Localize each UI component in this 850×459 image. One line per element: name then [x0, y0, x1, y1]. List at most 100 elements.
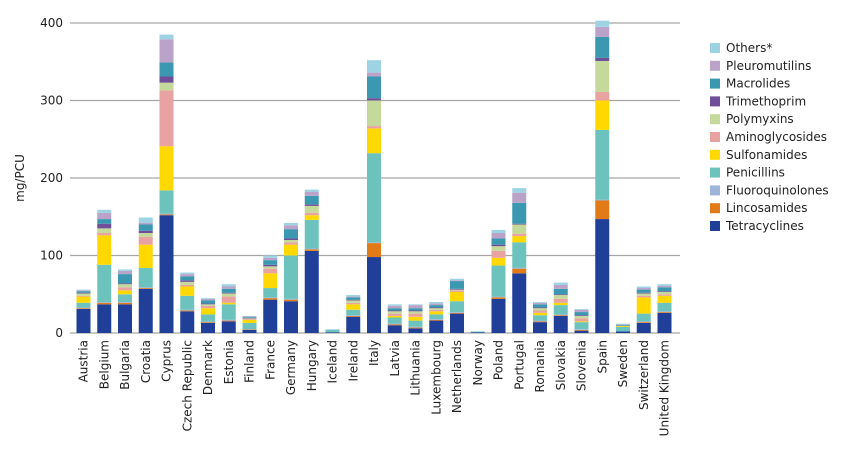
bar-segment [159, 90, 174, 147]
bar-segment [263, 273, 278, 289]
bar-segment [159, 190, 174, 214]
category-label: Sweden [616, 340, 630, 387]
bar-segment [574, 322, 589, 330]
bar-segment [595, 26, 610, 37]
bar-segment [76, 307, 91, 309]
legend-label: Aminoglycosides [726, 130, 827, 144]
bar-segment [408, 305, 423, 309]
bar-segment [512, 202, 527, 224]
bar-segment [636, 322, 651, 323]
bar-segment [284, 229, 298, 239]
bar-segment [97, 302, 112, 303]
bar-segment [657, 284, 672, 286]
bar-segment [450, 290, 464, 292]
legend-label: Polymyxins [726, 112, 794, 126]
bar-segment [76, 296, 91, 303]
bar-segment [284, 238, 298, 240]
bar-segment [574, 329, 589, 331]
bar-segment [242, 329, 257, 333]
bar-segment [512, 268, 527, 274]
bar-segment [595, 91, 610, 101]
bar-segment [138, 288, 153, 333]
bar-segment [574, 329, 589, 330]
bar-segment [242, 315, 257, 317]
bar-segment [429, 314, 444, 320]
bar-segment [97, 219, 112, 224]
bar-segment [325, 329, 340, 330]
bar-segment [97, 302, 112, 305]
bar-segment [263, 257, 278, 261]
bar-segment [470, 332, 485, 333]
category-label: Estonia [222, 340, 236, 384]
bar-segment [242, 329, 257, 330]
bar-segment [118, 294, 132, 302]
bar-segment [450, 281, 464, 289]
bar-segment [284, 240, 298, 243]
bar-segment [512, 224, 527, 234]
bar-segment [97, 223, 112, 229]
legend-label: Lincosamides [726, 201, 807, 215]
bar-segment [304, 212, 319, 216]
legend-label: Tetracyclines [725, 219, 804, 233]
bar-segment [138, 287, 153, 289]
bar-segment [284, 301, 298, 333]
bar-segment [263, 260, 278, 265]
bar-segment [263, 298, 278, 300]
bar-segment [138, 230, 153, 234]
bar-segment [408, 327, 423, 329]
bar-segment [595, 199, 610, 201]
bar-segment [76, 293, 91, 296]
category-label: Portugal [512, 340, 526, 390]
bar-segment [657, 287, 672, 292]
bar-segment [408, 320, 423, 327]
bar-segment [429, 319, 444, 320]
bar-segment [242, 317, 257, 318]
bar-segment [616, 324, 630, 326]
bar-segment [76, 289, 91, 291]
bar-segment [201, 300, 215, 304]
bar-segment [553, 298, 568, 303]
bar-segment [346, 295, 361, 297]
bar-segment [221, 296, 236, 303]
bar-segment [595, 57, 610, 61]
bar-segment [138, 233, 153, 237]
bar-segment [201, 298, 215, 301]
bar-segment [263, 268, 278, 274]
bar-segment [450, 312, 464, 313]
bar-segment [429, 309, 444, 312]
bar-segment [138, 224, 153, 231]
bar-segment [595, 60, 610, 92]
legend-swatch [710, 60, 720, 71]
bar-segment [512, 233, 527, 237]
bar-segment [533, 322, 547, 333]
bar-segment [221, 320, 236, 322]
bar-segment [284, 242, 298, 245]
bar-segment [636, 321, 651, 323]
bar-segment [367, 100, 381, 127]
legend-label: Trimethoprim [725, 94, 806, 108]
bar-segment [325, 332, 340, 333]
bar-segment [636, 293, 651, 296]
bar-segment [138, 288, 153, 289]
bar-segment [242, 319, 257, 323]
bar-segment [491, 250, 506, 258]
bar-segment [367, 242, 381, 244]
category-label: Denmark [201, 340, 215, 395]
bar-segment [76, 292, 91, 294]
bar-segment [304, 195, 319, 205]
bar-segment [533, 312, 547, 316]
bar-segment [284, 298, 298, 300]
bar-segment [367, 126, 381, 129]
bar-segment [512, 242, 527, 268]
bar-segment [367, 76, 381, 99]
category-label: Spain [595, 340, 609, 374]
category-label: Finland [243, 340, 257, 383]
category-label: Hungary [305, 340, 319, 391]
legend-swatch [710, 114, 720, 125]
bar-segment [512, 192, 527, 203]
category-label: Netherlands [450, 340, 464, 413]
bar-segment [304, 205, 319, 213]
bar-segment [450, 313, 464, 333]
category-label: Romania [533, 340, 547, 392]
